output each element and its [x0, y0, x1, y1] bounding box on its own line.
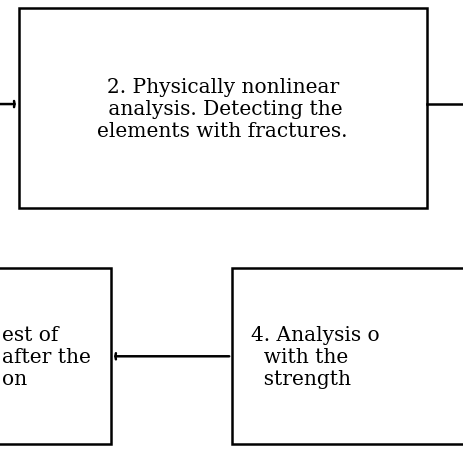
FancyBboxPatch shape: [0, 269, 111, 444]
FancyBboxPatch shape: [19, 9, 426, 208]
Text: 4. Analysis o
  with the 
  strength: 4. Analysis o with the strength: [250, 325, 378, 388]
FancyBboxPatch shape: [232, 269, 463, 444]
Text: 2. Physically nonlinear
 analysis. Detecting the
elements with fractures.: 2. Physically nonlinear analysis. Detect…: [97, 77, 347, 140]
Text: est of
after the
on: est of after the on: [2, 325, 91, 388]
